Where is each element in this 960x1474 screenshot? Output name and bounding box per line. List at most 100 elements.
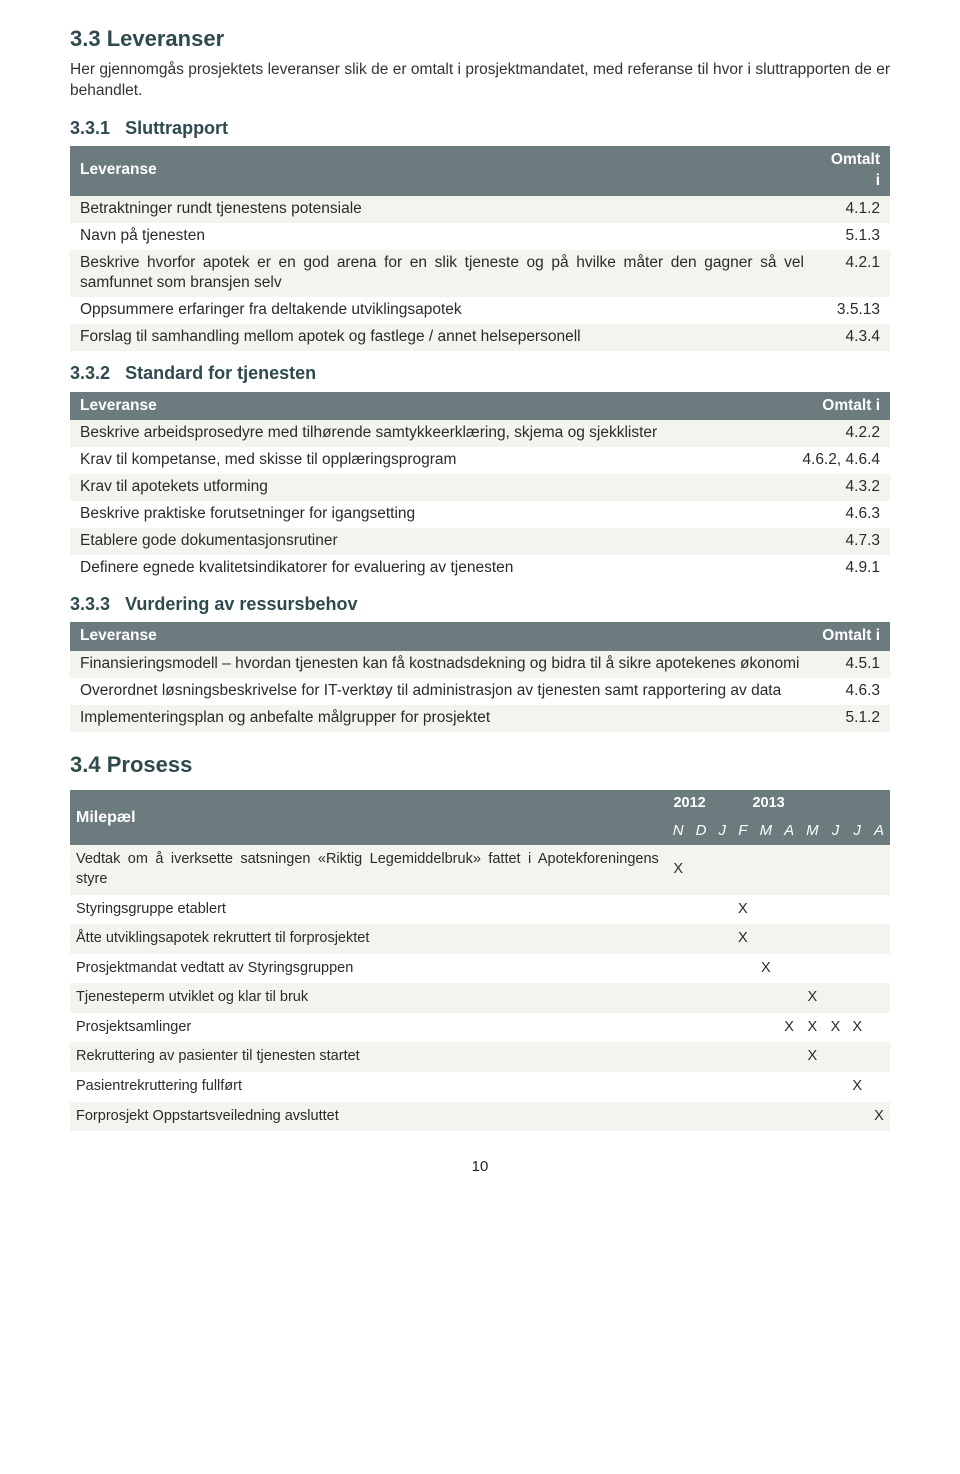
milepael-mark (846, 845, 868, 894)
section-title: Leveranser (107, 26, 224, 51)
table-row: Definere egnede kvalitetsindikatorer for… (70, 555, 890, 582)
table-row: Krav til kompetanse, med skisse til oppl… (70, 447, 890, 474)
milepael-mark (754, 895, 779, 925)
milepael-mark: X (846, 1013, 868, 1043)
col-year-2012: 2012 (667, 790, 713, 818)
table-331: Leveranse Omtalt i Betraktninger rundt t… (70, 146, 890, 351)
milepael-mark (690, 895, 713, 925)
milepael-mark: X (846, 1072, 868, 1102)
milepael-mark (868, 983, 890, 1013)
cell-ref: 4.6.2, 4.6.4 (775, 447, 890, 474)
milepael-mark (778, 924, 800, 954)
milepael-mark (712, 1072, 732, 1102)
milepael-mark (754, 1042, 779, 1072)
milepael-mark (825, 924, 847, 954)
col-month: A (868, 817, 890, 845)
milepael-mark: X (732, 895, 754, 925)
milepael-mark (712, 1042, 732, 1072)
table-row: Etablere gode dokumentasjonsrutiner4.7.3 (70, 528, 890, 555)
milepael-mark (690, 1102, 713, 1132)
milepael-mark (800, 1072, 825, 1102)
milepael-mark (754, 845, 779, 894)
milepael-mark (778, 1102, 800, 1132)
milepael-mark (754, 1072, 779, 1102)
milepael-mark: X (732, 924, 754, 954)
milepael-mark (754, 924, 779, 954)
milepael-mark (732, 1042, 754, 1072)
milepael-mark (712, 1013, 732, 1043)
milepael-row: Åtte utviklingsapotek rekruttert til for… (70, 924, 890, 954)
col-omtalt: Omtalt i (812, 622, 890, 651)
subsection-heading-333: 3.3.3 Vurdering av ressursbehov (70, 592, 890, 616)
subsection-title: Sluttrapport (125, 118, 228, 138)
milepael-mark (846, 924, 868, 954)
milepael-mark: X (800, 983, 825, 1013)
milepael-text: Tjenesteperm utviklet og klar til bruk (70, 983, 667, 1013)
milepael-mark (868, 845, 890, 894)
milepael-mark (667, 895, 690, 925)
milepael-row: ProsjektsamlingerXXXX (70, 1013, 890, 1043)
cell-text: Betraktninger rundt tjenestens potensial… (70, 196, 814, 223)
cell-ref: 3.5.13 (814, 297, 890, 324)
milepael-row: Vedtak om å iverksette satsningen «Rikti… (70, 845, 890, 894)
milepael-mark (846, 1102, 868, 1132)
col-leveranse: Leveranse (70, 392, 775, 421)
cell-ref: 4.6.3 (775, 501, 890, 528)
milepael-mark (800, 895, 825, 925)
milepael-mark (712, 924, 732, 954)
cell-ref: 4.3.2 (775, 474, 890, 501)
milepael-mark (825, 1072, 847, 1102)
milepael-mark (667, 1102, 690, 1132)
section-num: 3.4 (70, 752, 101, 777)
col-month: M (754, 817, 779, 845)
milepael-mark (712, 845, 732, 894)
col-month: J (825, 817, 847, 845)
milepael-mark (754, 1102, 779, 1132)
table-milepael: Milepæl 2012 2013 NDJFMAMJJA Vedtak om å… (70, 790, 890, 1131)
subsection-num: 3.3.2 (70, 363, 110, 383)
milepael-mark (778, 895, 800, 925)
milepael-mark (800, 924, 825, 954)
milepael-text: Vedtak om å iverksette satsningen «Rikti… (70, 845, 667, 894)
milepael-mark (800, 1102, 825, 1132)
section-intro: Her gjennomgås prosjektets leveranser sl… (70, 60, 890, 102)
cell-ref: 4.2.1 (814, 250, 890, 298)
milepael-mark: X (800, 1042, 825, 1072)
milepael-mark (778, 1072, 800, 1102)
cell-text: Implementeringsplan og anbefalte målgrup… (70, 705, 812, 732)
milepael-text: Rekruttering av pasienter til tjenesten … (70, 1042, 667, 1072)
page-number: 10 (70, 1157, 890, 1177)
cell-ref: 4.5.1 (812, 651, 890, 678)
milepael-mark (712, 895, 732, 925)
col-omtalt: Omtalt i (775, 392, 890, 421)
milepael-mark (667, 983, 690, 1013)
cell-ref: 4.1.2 (814, 196, 890, 223)
milepael-mark (846, 983, 868, 1013)
milepael-text: Forprosjekt Oppstartsveiledning avslutte… (70, 1102, 667, 1132)
milepael-mark (868, 1072, 890, 1102)
col-month: D (690, 817, 713, 845)
col-leveranse: Leveranse (70, 622, 812, 651)
milepael-mark: X (778, 1013, 800, 1043)
milepael-text: Prosjektmandat vedtatt av Styringsgruppe… (70, 954, 667, 984)
col-month: M (800, 817, 825, 845)
milepael-mark (825, 895, 847, 925)
subsection-title: Vurdering av ressursbehov (125, 594, 357, 614)
milepael-mark (667, 1072, 690, 1102)
cell-text: Beskrive hvorfor apotek er en god arena … (70, 250, 814, 298)
cell-text: Overordnet løsningsbeskrivelse for IT-ve… (70, 678, 812, 705)
section-heading: 3.3 Leveranser (70, 24, 890, 54)
milepael-mark (868, 895, 890, 925)
milepael-mark (667, 924, 690, 954)
table-333: Leveranse Omtalt i Finansieringsmodell –… (70, 622, 890, 732)
milepael-mark (868, 1013, 890, 1043)
milepael-text: Styringsgruppe etablert (70, 895, 667, 925)
milepael-row: Prosjektmandat vedtatt av Styringsgruppe… (70, 954, 890, 984)
milepael-mark (690, 954, 713, 984)
table-row: Beskrive arbeidsprosedyre med tilhørende… (70, 420, 890, 447)
col-month: J (712, 817, 732, 845)
table-row: Beskrive hvorfor apotek er en god arena … (70, 250, 890, 298)
milepael-mark (800, 845, 825, 894)
col-omtalt: Omtalt i (814, 146, 890, 196)
col-year-2013: 2013 (712, 790, 890, 818)
